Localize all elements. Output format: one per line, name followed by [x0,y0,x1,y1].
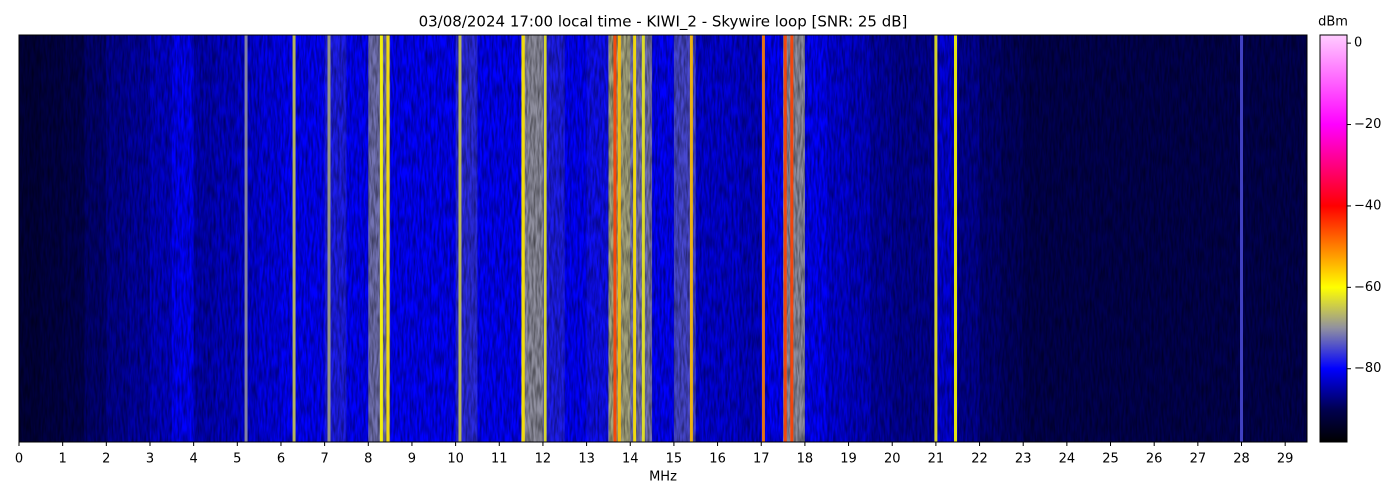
signal-line [543,35,547,442]
chart-title: 03/08/2024 17:00 local time - KIWI_2 - S… [419,13,908,32]
x-tick-label: 5 [233,452,241,467]
colorbar-tick-label: −20 [1354,117,1381,132]
x-tick-label: 8 [364,452,372,467]
x-tick-label: 18 [797,452,814,467]
signal-line [521,35,525,442]
noise-texture [19,35,1307,442]
signal-line [633,35,637,442]
x-tick-label: 19 [840,452,857,467]
signal-line [934,35,938,442]
x-tick-label: 10 [447,452,464,467]
signal-line [783,35,787,442]
x-tick-label: 13 [578,452,595,467]
signal-line [617,35,621,442]
colorbar-tick-label: 0 [1354,36,1362,51]
x-tick-label: 20 [884,452,901,467]
colorbar-tick-label: −60 [1354,280,1381,295]
plot-frame [18,34,1308,443]
signal-line [613,35,617,442]
x-tick-label: 9 [408,452,416,467]
signal-line [790,35,794,442]
x-tick-label: 2 [102,452,110,467]
x-tick-label: 25 [1102,452,1119,467]
x-tick-label: 11 [491,452,508,467]
x-tick-label: 0 [15,452,23,467]
signal-line [244,35,248,442]
x-tick-label: 24 [1059,452,1076,467]
colorbar-label: dBm [1318,15,1348,30]
x-tick-label: 15 [666,452,683,467]
signal-line [761,35,765,442]
x-tick-label: 6 [277,452,285,467]
x-tick-label: 3 [146,452,154,467]
x-tick-label: 1 [59,452,67,467]
x-tick-label: 4 [190,452,198,467]
x-tick-label: 17 [753,452,770,467]
plot-area [19,35,1308,442]
x-tick-label: 14 [622,452,639,467]
signal-line [458,35,462,442]
signal-line [379,35,383,442]
x-tick-label: 12 [535,452,552,467]
signal-line [954,35,958,442]
x-tick-label: 29 [1277,452,1294,467]
x-tick-label: 22 [971,452,988,467]
colorbar [1319,34,1348,443]
x-tick-label: 21 [928,452,945,467]
colorbar-tick-label: −40 [1354,198,1381,213]
x-tick-label: 27 [1190,452,1207,467]
signal-line [386,35,390,442]
signal-line [641,35,645,442]
x-tick-label: 16 [709,452,726,467]
signal-line [327,35,331,442]
signal-line [689,35,693,442]
signal-line [1240,35,1244,442]
x-tick-label: 23 [1015,452,1032,467]
x-tick-label: 26 [1146,452,1163,467]
signal-line [292,35,296,442]
colorbar-tick-label: −80 [1354,361,1381,376]
x-tick-label: 7 [320,452,328,467]
x-axis-label: MHz [649,470,677,485]
x-tick-label: 28 [1233,452,1250,467]
